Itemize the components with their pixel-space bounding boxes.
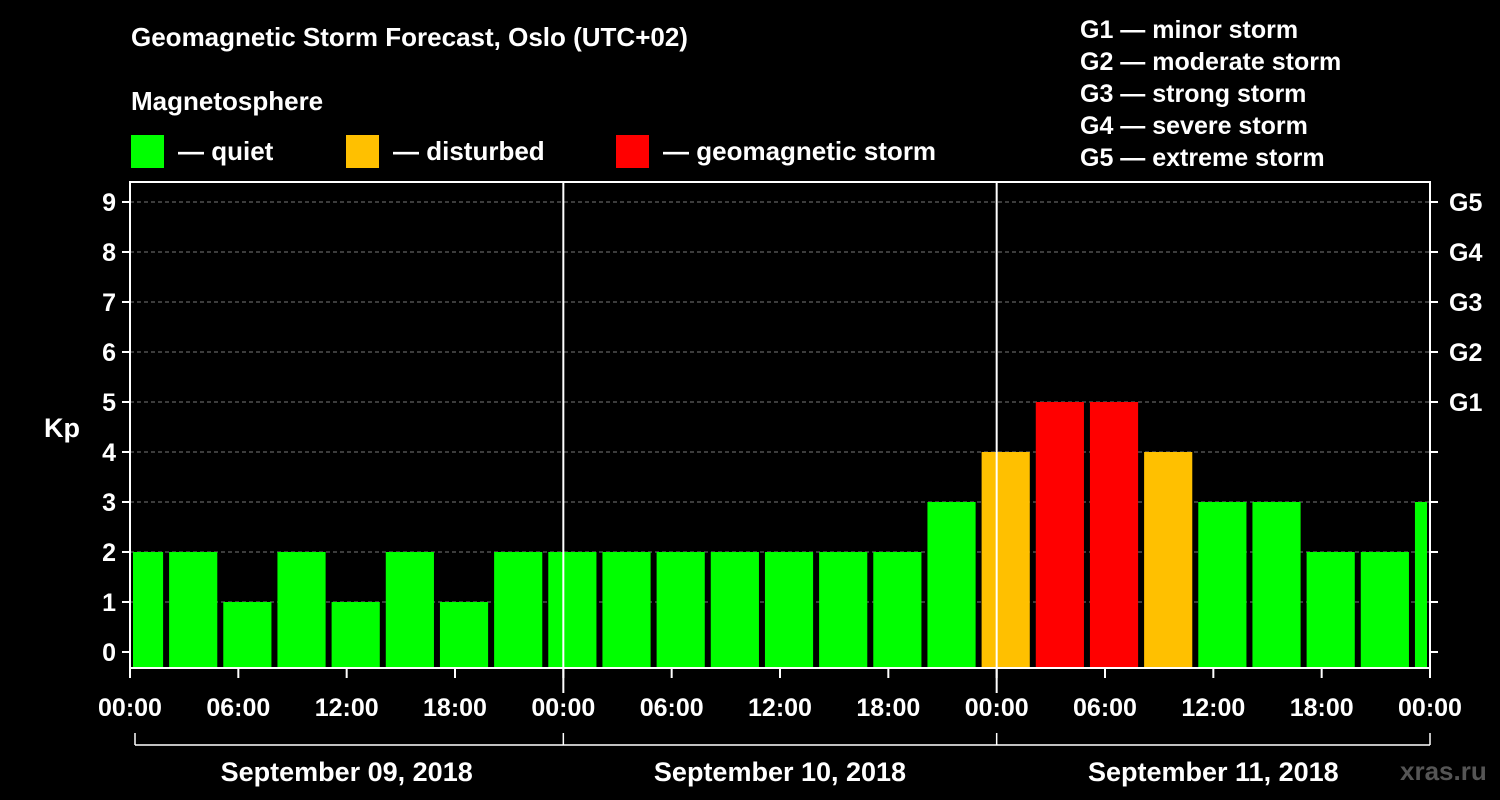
x-tick-label: 00:00 bbox=[98, 694, 162, 722]
bar-quiet bbox=[1306, 552, 1355, 668]
day-label: September 10, 2018 bbox=[654, 757, 906, 787]
x-tick-label: 12:00 bbox=[1181, 694, 1245, 722]
y-tick-label: 0 bbox=[102, 639, 116, 667]
bar-storm bbox=[1035, 402, 1084, 668]
bar-quiet bbox=[1198, 502, 1247, 668]
g-level-label: G5 bbox=[1449, 189, 1482, 217]
y-tick-label: 1 bbox=[102, 589, 116, 617]
g-scale-legend: G1 — minor storm G2 — moderate storm G3 … bbox=[1080, 14, 1341, 174]
g-level-label: G1 bbox=[1449, 389, 1482, 417]
x-tick-label: 06:00 bbox=[1073, 694, 1137, 722]
disturbed-swatch bbox=[346, 134, 379, 168]
g-level-label: G4 bbox=[1449, 239, 1482, 267]
bar-storm bbox=[1089, 402, 1139, 668]
bar-quiet bbox=[873, 552, 922, 668]
bar-quiet bbox=[439, 602, 489, 668]
bar-quiet bbox=[494, 552, 543, 668]
day-label: September 11, 2018 bbox=[1088, 757, 1339, 787]
bar-quiet bbox=[169, 552, 218, 668]
y-tick-label: 7 bbox=[102, 289, 116, 317]
bar-quiet bbox=[223, 602, 272, 668]
x-tick-label: 06:00 bbox=[206, 694, 270, 722]
bar-quiet bbox=[927, 502, 976, 668]
x-tick-label: 18:00 bbox=[1290, 694, 1354, 722]
g-level-label: G2 bbox=[1449, 339, 1482, 367]
bar-quiet bbox=[764, 552, 814, 668]
x-tick-label: 18:00 bbox=[856, 694, 920, 722]
bar-quiet bbox=[133, 552, 164, 668]
bar-quiet bbox=[385, 552, 434, 668]
y-tick-label: 9 bbox=[102, 189, 116, 217]
legend-quiet: — quiet bbox=[131, 134, 273, 168]
legend-storm-label: — geomagnetic storm bbox=[663, 135, 937, 166]
bar-quiet bbox=[277, 552, 326, 668]
bar-quiet bbox=[1360, 552, 1409, 668]
bar-quiet bbox=[331, 602, 380, 668]
y-tick-label: 8 bbox=[102, 239, 116, 267]
g-scale-item: G5 — extreme storm bbox=[1080, 144, 1325, 172]
x-tick-label: 00:00 bbox=[531, 694, 595, 722]
chart-title: Geomagnetic Storm Forecast, Oslo (UTC+02… bbox=[131, 22, 688, 52]
bar-quiet bbox=[1414, 502, 1427, 668]
y-tick-label: 3 bbox=[102, 489, 116, 517]
x-tick-label: 00:00 bbox=[1398, 694, 1462, 722]
x-tick-label: 12:00 bbox=[748, 694, 812, 722]
legend-storm: — geomagnetic storm bbox=[616, 134, 936, 168]
bar-disturbed bbox=[981, 452, 1030, 668]
x-tick-label: 00:00 bbox=[965, 694, 1029, 722]
g-scale-item: G3 — strong storm bbox=[1080, 80, 1307, 108]
x-tick-label: 12:00 bbox=[315, 694, 379, 722]
g-scale-item: G1 — minor storm bbox=[1080, 16, 1299, 44]
g-scale-item: G4 — severe storm bbox=[1080, 112, 1308, 140]
x-tick-label: 06:00 bbox=[640, 694, 704, 722]
day-label: September 09, 2018 bbox=[221, 757, 473, 787]
bar-quiet bbox=[710, 552, 759, 668]
legend-disturbed: — disturbed bbox=[346, 134, 545, 168]
legend-disturbed-label: — disturbed bbox=[393, 135, 545, 166]
legend-quiet-label: — quiet bbox=[178, 135, 274, 166]
bar-quiet bbox=[548, 552, 597, 668]
g-scale-item: G2 — moderate storm bbox=[1080, 48, 1342, 76]
y-tick-label: 2 bbox=[102, 539, 116, 567]
bar-disturbed bbox=[1144, 452, 1193, 668]
g-level-label: G3 bbox=[1449, 289, 1482, 317]
x-tick-label: 18:00 bbox=[423, 694, 487, 722]
quiet-swatch bbox=[131, 134, 164, 168]
y-axis-label: Kp bbox=[44, 413, 80, 443]
y-tick-label: 6 bbox=[102, 339, 116, 367]
y-tick-label: 5 bbox=[102, 389, 116, 417]
magnetosphere-label: Magnetosphere bbox=[131, 86, 324, 116]
bar-quiet bbox=[602, 552, 651, 668]
bar-quiet bbox=[1252, 502, 1301, 668]
watermark: xras.ru bbox=[1400, 756, 1487, 786]
bar-quiet bbox=[656, 552, 705, 668]
y-tick-label: 4 bbox=[102, 439, 116, 467]
bar-quiet bbox=[819, 552, 868, 668]
storm-swatch bbox=[616, 134, 649, 168]
